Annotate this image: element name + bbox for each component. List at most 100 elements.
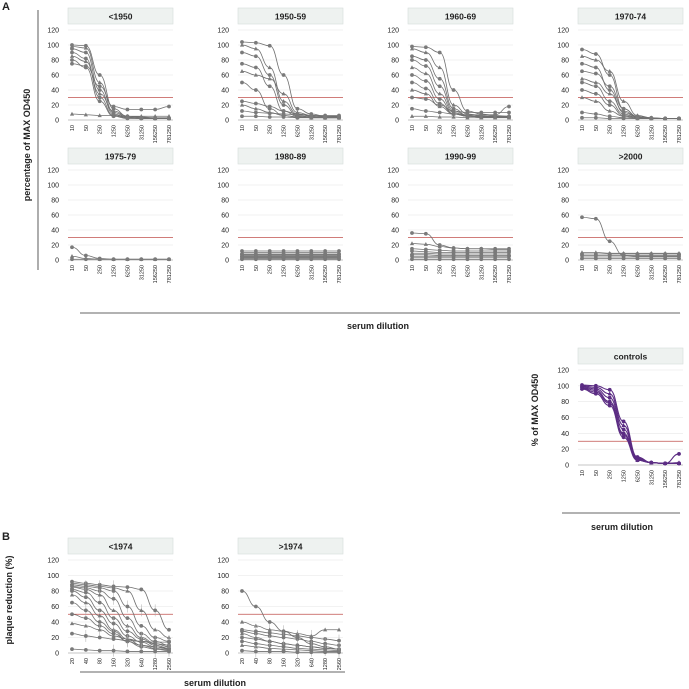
data-point [423, 86, 428, 91]
x-tick-label: 1250 [282, 125, 288, 137]
data-point [97, 88, 102, 92]
data-point [621, 427, 626, 432]
data-point [83, 56, 88, 61]
data-point [167, 104, 171, 109]
data-point [281, 112, 286, 116]
chart-gt-1974: >1974 0 20 40 60 80 100 120 20 40 80 160 320 640 1280 2… [217, 537, 344, 670]
data-point [97, 627, 102, 632]
data-point [635, 116, 640, 121]
data-point [70, 245, 74, 250]
data-point [479, 257, 484, 262]
data-point [83, 648, 88, 652]
data-point [281, 115, 286, 119]
data-point [621, 108, 626, 113]
y-tick-label: 40 [51, 620, 59, 627]
data-point [506, 115, 512, 120]
data-point [295, 112, 300, 117]
data-point [580, 387, 584, 391]
data-point [281, 646, 286, 651]
y-tick-label: 100 [217, 183, 229, 190]
data-point [97, 592, 102, 597]
data-point [253, 54, 258, 59]
data-point [267, 620, 272, 624]
chart-1950-59: 1950-59 0 20 40 60 80 100 120 10 50 250 1250 6250 312… [217, 7, 344, 143]
data-point [166, 114, 172, 118]
x-tick-label: 156250 [663, 470, 669, 488]
data-point [83, 257, 88, 262]
data-point [451, 109, 456, 113]
data-point [451, 257, 456, 262]
data-point [507, 110, 511, 115]
data-point [125, 114, 130, 118]
x-tick-label: 6250 [125, 265, 131, 277]
data-point [323, 257, 328, 262]
data-point [70, 257, 74, 262]
chart-gt-2000: >2000 0 20 40 60 80 100 120 10 50 250 1250 6250 31250… [557, 147, 684, 283]
panel-a-letter: A [2, 1, 10, 13]
x-tick-label: 1250 [622, 470, 628, 482]
chart-title: <1950 [109, 12, 133, 22]
x-tick-label: 50 [594, 470, 600, 476]
data-point [437, 76, 442, 81]
y-tick-label: 100 [217, 573, 229, 580]
data-point [267, 73, 272, 77]
data-point [111, 108, 116, 113]
data-point [621, 106, 626, 111]
data-point [410, 54, 414, 59]
x-tick-label: 80 [268, 658, 274, 664]
data-point [593, 91, 598, 96]
data-point [253, 257, 258, 262]
data-point [267, 646, 272, 650]
data-point [97, 84, 102, 89]
data-point [153, 114, 158, 118]
chart-header [407, 147, 514, 165]
data-point [580, 256, 584, 261]
data-point [649, 460, 654, 465]
data-point [579, 76, 585, 81]
data-point [139, 587, 144, 592]
x-tick-label: 10 [580, 470, 586, 476]
data-point [253, 637, 258, 641]
y-tick-label: 40 [561, 88, 569, 95]
series-line [71, 113, 169, 117]
x-tick-label: 31250 [649, 265, 655, 280]
data-point [111, 621, 116, 626]
data-point [139, 623, 144, 628]
y-tick-label: 80 [221, 58, 229, 65]
data-point [69, 54, 75, 58]
data-point [253, 641, 258, 646]
x-tick-label: 20 [240, 658, 246, 664]
data-point [139, 114, 144, 118]
data-point [111, 104, 116, 109]
data-point [607, 391, 612, 396]
y-tick-label: 100 [557, 383, 569, 390]
panel-b-ylabel: plaque reduction (%) [4, 555, 14, 644]
x-tick-label: 781250 [507, 265, 513, 283]
x-tick-label: 6250 [295, 125, 301, 137]
x-tick-label: 10 [240, 265, 246, 271]
data-point [125, 629, 130, 634]
data-point [97, 99, 102, 104]
data-point [423, 79, 428, 83]
y-tick-label: 60 [391, 73, 399, 80]
y-tick-label: 80 [391, 58, 399, 65]
chart-header [407, 7, 514, 25]
data-point [323, 650, 328, 655]
data-point [125, 649, 130, 654]
data-point [253, 106, 258, 111]
data-point [621, 435, 626, 440]
x-tick-label: 156250 [153, 125, 159, 143]
y-tick-label: 120 [217, 168, 229, 175]
data-point [83, 634, 88, 638]
data-point [309, 650, 314, 655]
y-tick-label: 80 [221, 589, 229, 596]
data-point [69, 592, 75, 597]
chart-lt-1950: <1950 0 20 40 60 80 100 120 10 50 250 1250 6250 31250… [47, 7, 174, 143]
data-point [83, 112, 88, 117]
x-tick-label: 50 [424, 265, 430, 271]
data-point [295, 115, 300, 120]
data-point [97, 635, 102, 640]
data-point [580, 215, 584, 220]
data-point [281, 257, 286, 262]
data-point [410, 95, 414, 100]
